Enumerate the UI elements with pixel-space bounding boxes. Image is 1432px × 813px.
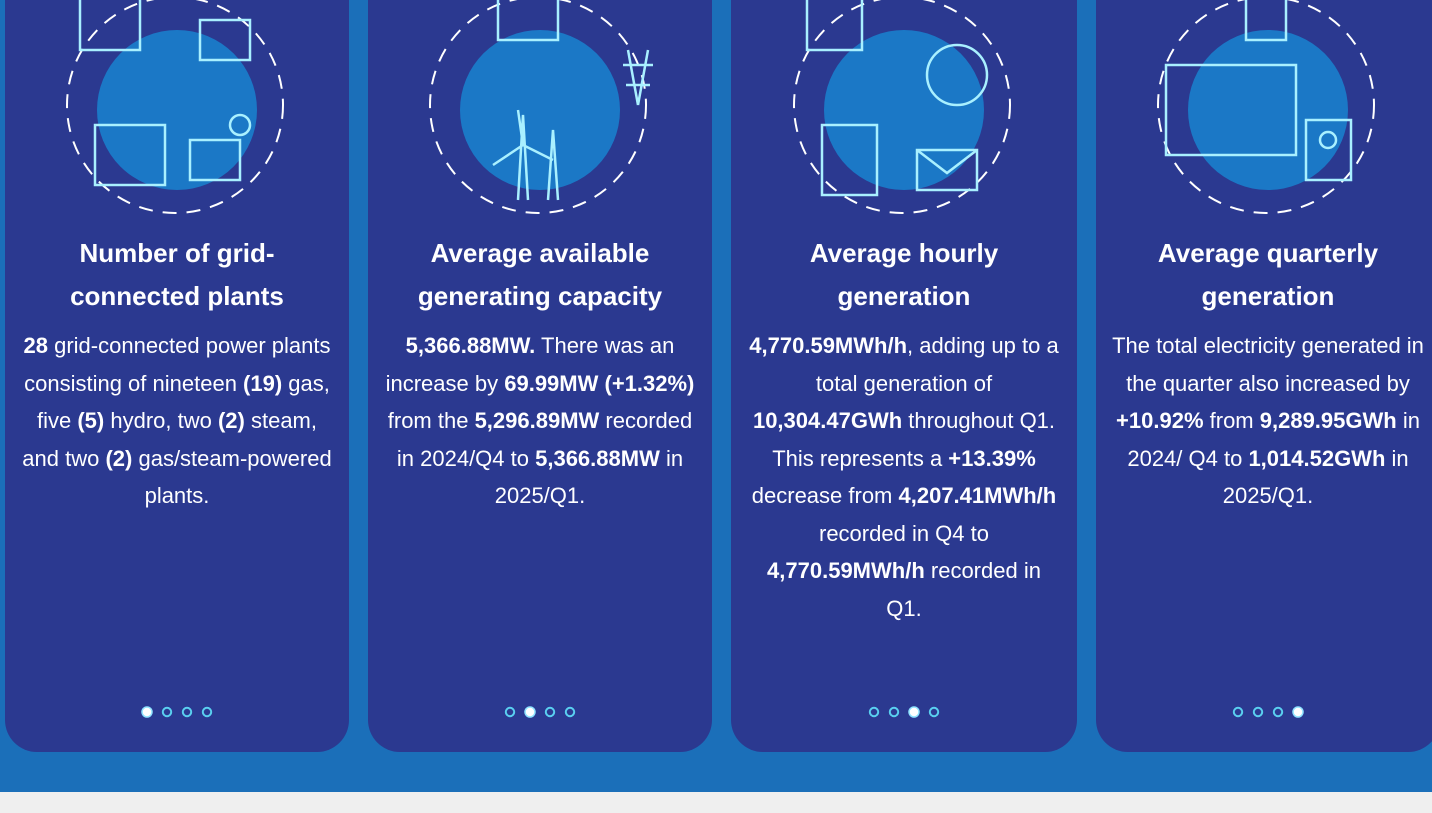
card-text: 5,366.88MW. There was an increase by 69.… — [384, 327, 696, 515]
bold-text: +10.92% — [1116, 408, 1203, 433]
card-text: 4,770.59MWh/h, adding up to a total gene… — [747, 327, 1061, 627]
bold-text: 4,770.59MWh/h — [767, 558, 925, 583]
active-dot[interactable] — [909, 707, 919, 717]
text-run: from — [1204, 408, 1260, 433]
dot[interactable] — [506, 708, 514, 716]
card-title: Number of grid-connected plants — [23, 232, 331, 318]
dot[interactable] — [1274, 708, 1282, 716]
card-title: Average available generating capacity — [386, 232, 694, 318]
bold-text: 69.99MW (+1.32%) — [504, 371, 694, 396]
dot[interactable] — [566, 708, 574, 716]
dot[interactable] — [1234, 708, 1242, 716]
info-card: Average available generating capacity 5,3… — [368, 0, 712, 752]
text-run: from the — [388, 408, 475, 433]
bold-text: (2) — [105, 446, 132, 471]
bold-text: +13.39% — [948, 446, 1035, 471]
bold-text: 1,014.52GWh — [1248, 446, 1385, 471]
bold-text: (19) — [243, 371, 282, 396]
dot[interactable] — [870, 708, 878, 716]
card-icon — [731, 0, 1077, 220]
info-card: Number of grid-connected plants 28 grid-c… — [5, 0, 349, 752]
dot[interactable] — [546, 708, 554, 716]
dot[interactable] — [930, 708, 938, 716]
dot[interactable] — [163, 708, 171, 716]
icon-backdrop — [460, 30, 620, 190]
bold-text: 10,304.47GWh — [753, 408, 902, 433]
page: Number of grid-connected plants 28 grid-c… — [0, 0, 1432, 813]
bold-text: (5) — [77, 408, 104, 433]
dot[interactable] — [203, 708, 211, 716]
pagination-dots — [5, 702, 349, 722]
bold-text: 28 — [24, 333, 48, 358]
card-title: Average hourly generation — [749, 232, 1059, 318]
text-run: hydro, two — [104, 408, 218, 433]
bold-text: 4,770.59MWh/h — [749, 333, 907, 358]
text-run: The total electricity generated in the q… — [1112, 333, 1424, 396]
pagination-dots — [368, 702, 712, 722]
bold-text: 4,207.41MWh/h — [899, 483, 1057, 508]
active-dot[interactable] — [142, 707, 152, 717]
bold-text: 5,366.88MW — [535, 446, 660, 471]
icon-backdrop — [97, 30, 257, 190]
text-run: decrease from — [752, 483, 899, 508]
text-run: gas/steam-powered plants. — [132, 446, 331, 509]
active-dot[interactable] — [1293, 707, 1303, 717]
icon-shape — [80, 0, 140, 50]
text-run: recorded in Q4 to — [819, 521, 989, 546]
bold-text: (2) — [218, 408, 245, 433]
dot[interactable] — [1254, 708, 1262, 716]
icon-backdrop — [1188, 30, 1348, 190]
bold-text: 9,289.95GWh — [1260, 408, 1397, 433]
pagination-dots — [731, 702, 1077, 722]
card-text: 28 grid-connected power plants consistin… — [21, 327, 333, 515]
card-icon — [1096, 0, 1432, 220]
pagination-dots — [1096, 702, 1432, 722]
info-card: Average hourly generation 4,770.59MWh/h, … — [731, 0, 1077, 752]
dot[interactable] — [183, 708, 191, 716]
cards-section: Number of grid-connected plants 28 grid-c… — [0, 0, 1432, 792]
dot[interactable] — [890, 708, 898, 716]
card-title: Average quarterly generation — [1114, 232, 1422, 318]
card-text: The total electricity generated in the q… — [1112, 327, 1424, 515]
card-icon — [368, 0, 712, 220]
bold-text: 5,366.88MW. — [406, 333, 536, 358]
info-card: Average quarterly generation The total el… — [1096, 0, 1432, 752]
active-dot[interactable] — [525, 707, 535, 717]
bold-text: 5,296.89MW — [475, 408, 600, 433]
icon-shape — [623, 50, 653, 105]
icon-backdrop — [824, 30, 984, 190]
card-icon — [5, 0, 349, 220]
